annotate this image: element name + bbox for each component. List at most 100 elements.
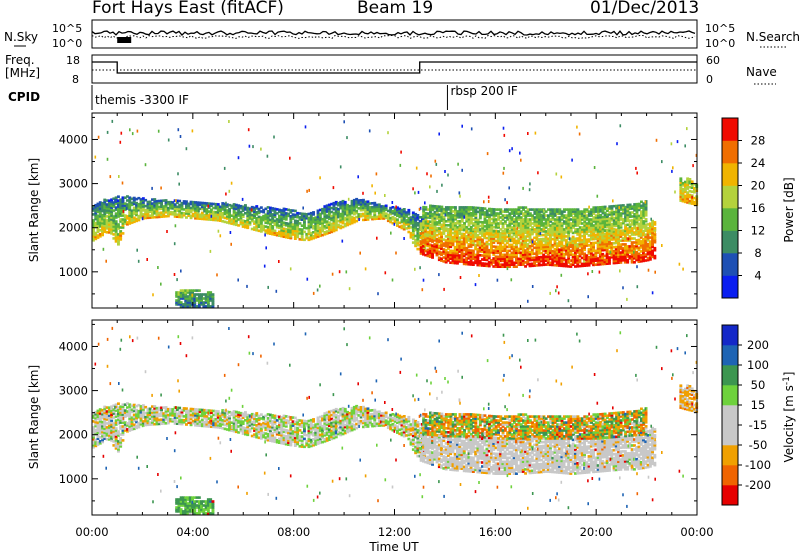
power-pixel (601, 248, 605, 252)
power-pixel (191, 297, 194, 300)
power-pixel (524, 235, 527, 238)
power-pixel (623, 229, 627, 232)
power-pixel (522, 212, 525, 215)
power-pixel (440, 257, 443, 260)
power-pixel (230, 222, 234, 225)
power-pixel (456, 238, 459, 241)
power-pixel (200, 301, 203, 304)
power-pixel (334, 214, 338, 218)
power-pixel (485, 264, 489, 268)
power-pixel (533, 212, 537, 215)
power-pixel (221, 204, 225, 207)
velocity-pixel (144, 423, 148, 427)
velocity-pixel (98, 422, 102, 425)
power-pixel (125, 207, 128, 210)
power-pixel (617, 204, 621, 208)
power-pixel (435, 239, 439, 243)
power-pixel (488, 209, 491, 213)
power-pixel (522, 218, 525, 221)
velocity-pixel (137, 411, 141, 415)
power-pixel (585, 238, 589, 241)
power-pixel (483, 246, 487, 250)
power-pixel (424, 239, 428, 243)
power-pixel (248, 223, 252, 226)
power-pixel (490, 249, 493, 252)
power-pixel (267, 285, 269, 289)
power-pixel (558, 256, 561, 259)
power-pixel (334, 200, 338, 204)
power-pixel (429, 208, 432, 212)
power-pixel (103, 230, 107, 233)
power-pixel (481, 222, 485, 226)
power-pixel (594, 206, 598, 209)
power-pixel (164, 211, 168, 214)
power-pixel (499, 243, 502, 247)
power-pixel (289, 215, 293, 218)
power-pixel (654, 231, 656, 235)
power-pixel (426, 208, 430, 211)
power-pixel (435, 247, 439, 251)
power-pixel (228, 219, 231, 223)
power-pixel (273, 207, 277, 211)
power-pixel (571, 245, 575, 249)
power-pixel (592, 261, 595, 265)
power-pixel (114, 236, 118, 239)
power-pixel (92, 225, 95, 228)
power-pixel (118, 175, 120, 178)
power-pixel (458, 246, 462, 249)
power-pixel (225, 213, 229, 216)
velocity-pixel (155, 406, 159, 410)
power-pixel (373, 201, 377, 205)
power-pixel (485, 223, 489, 226)
power-pixel (368, 214, 372, 217)
power-pixel (96, 202, 100, 206)
power-pixel (635, 231, 639, 234)
power-pixel (603, 262, 607, 266)
power-pixel (447, 216, 451, 219)
power-pixel (264, 217, 268, 220)
power-pixel (517, 239, 521, 243)
power-pixel (316, 288, 319, 292)
power-pixel (210, 204, 213, 208)
power-pixel (508, 212, 512, 215)
power-pixel (587, 260, 591, 263)
power-pixel (576, 251, 580, 254)
power-pixel (542, 226, 546, 229)
power-pixel (364, 218, 368, 221)
power-pixel (467, 222, 471, 225)
power-pixel (485, 254, 489, 258)
power-pixel (619, 216, 623, 219)
power-pixel (679, 191, 683, 194)
power-pixel (599, 206, 603, 209)
power-pixel (487, 260, 491, 264)
power-pixel (422, 249, 425, 252)
power-pixel (126, 221, 129, 224)
power-pixel (451, 239, 455, 243)
velocity-pixel (94, 412, 98, 416)
power-pixel (273, 229, 277, 233)
velocity-pixel (105, 428, 109, 431)
power-pixel (546, 239, 550, 243)
power-pixel (608, 262, 611, 265)
power-pixel (103, 228, 107, 231)
power-pixel (259, 216, 263, 219)
power-pixel (96, 204, 100, 208)
velocity-pixel (107, 414, 111, 417)
power-pixel (642, 224, 646, 227)
power-pixel (237, 218, 241, 221)
power-pixel (121, 214, 125, 217)
power-pixel (350, 199, 354, 203)
power-pixel (603, 248, 607, 252)
velocity-pixel (135, 420, 138, 424)
power-pixel (592, 208, 596, 211)
power-pixel (492, 237, 496, 240)
power-pixel (628, 225, 632, 228)
power-pixel (521, 249, 525, 252)
power-pixel (524, 261, 527, 264)
power-pixel (442, 232, 446, 235)
power-pixel (537, 250, 541, 253)
power-pixel (350, 219, 354, 223)
power-pixel (454, 208, 457, 211)
power-pixel (453, 245, 457, 249)
power-pixel (653, 227, 657, 230)
